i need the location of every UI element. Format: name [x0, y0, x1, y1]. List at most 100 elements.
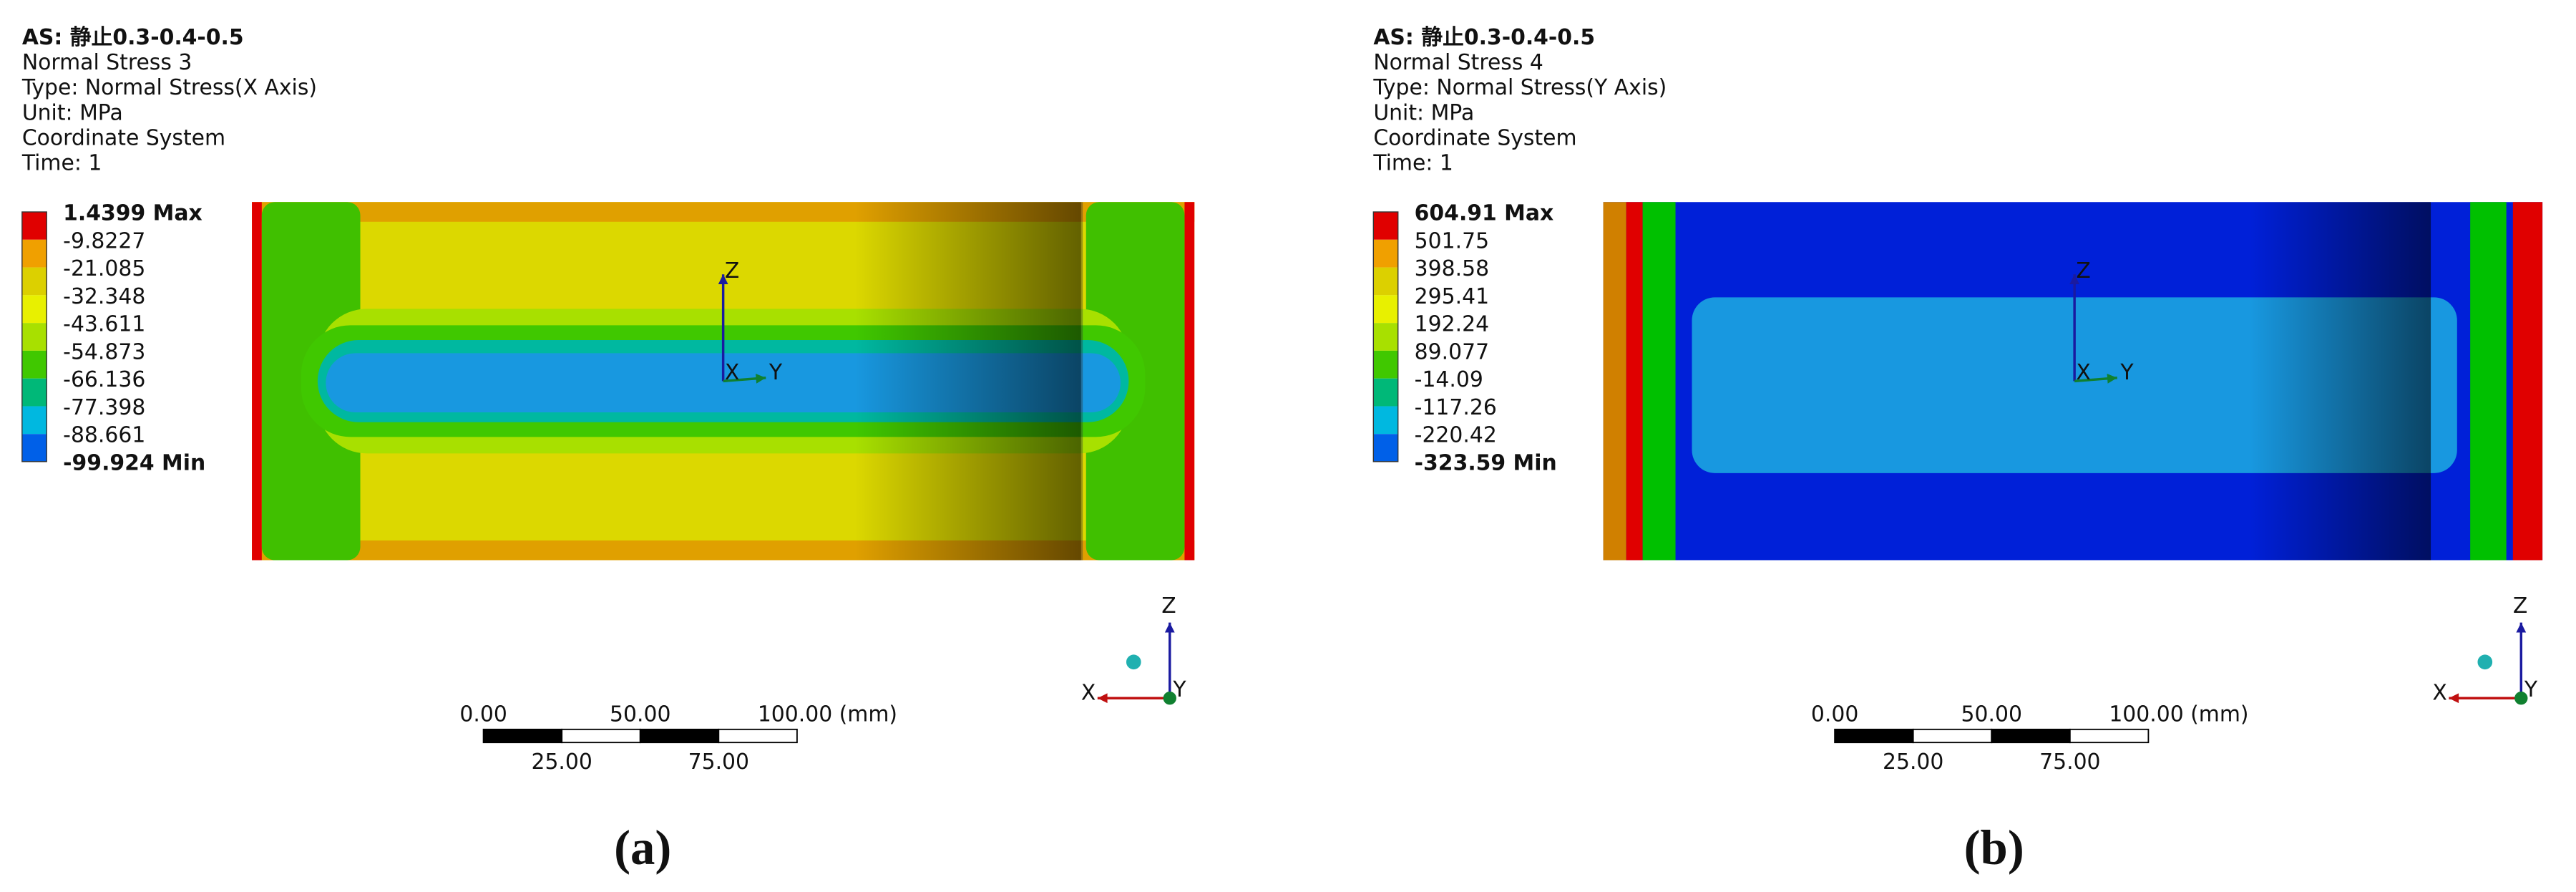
triad-label: Z	[2076, 258, 2090, 283]
triad-label: Z	[725, 258, 739, 283]
legend-label: -117.26	[1415, 395, 1497, 420]
contour-band	[2470, 202, 2507, 561]
contour-band	[2512, 202, 2543, 561]
contour-band	[1642, 202, 1676, 561]
contour-band	[1603, 202, 1626, 561]
header-line: Normal Stress 4	[1373, 50, 1543, 75]
triad-sphere	[2477, 654, 2493, 670]
contour-band	[1626, 202, 1643, 561]
header-line: Type: Normal Stress(X Axis)	[21, 75, 317, 100]
scale-label: 0.00	[459, 702, 507, 727]
scale-segment	[2069, 728, 2150, 744]
header-line: Unit: MPa	[22, 100, 123, 125]
legend-swatch	[21, 434, 47, 462]
scale-segment	[1991, 728, 2071, 744]
header-line: Time: 1	[1372, 150, 1453, 175]
legend-label: -88.661	[63, 423, 145, 448]
legend-swatch	[21, 323, 47, 351]
legend-label: 1.4399 Max	[63, 200, 203, 226]
legend-swatch	[1373, 323, 1398, 351]
legend-label: 398.58	[1415, 256, 1489, 281]
legend-label: -66.136	[63, 367, 145, 392]
legend-label: -21.085	[63, 256, 145, 281]
shade	[854, 202, 1081, 561]
arrow-head	[1164, 622, 1175, 633]
scale-label: 25.00	[1883, 750, 1943, 775]
legend-label: -54.873	[63, 339, 145, 364]
scale-label: 25.00	[531, 750, 592, 775]
legend-label: -99.924 Min	[63, 451, 205, 476]
legend-label: 89.077	[1415, 339, 1489, 364]
legend-swatch	[1373, 434, 1398, 462]
scale-label: 100.00 (mm)	[2109, 702, 2248, 727]
legend-swatch	[1373, 350, 1398, 379]
legend-swatch	[21, 295, 47, 324]
triad-label: X	[2076, 360, 2090, 385]
contour-band	[1184, 202, 1195, 561]
legend-label: -32.348	[63, 284, 145, 309]
legend-swatch	[21, 239, 47, 268]
triad-label: Y	[2119, 360, 2134, 385]
header-line: Coordinate System	[22, 125, 225, 150]
triad-origin	[2514, 692, 2528, 705]
arrow-head	[1097, 693, 1108, 704]
triad-label: X	[725, 360, 739, 385]
arrow-head	[2449, 693, 2459, 704]
legend-label: 192.24	[1415, 312, 1489, 337]
triad-label: X	[1081, 681, 1096, 706]
legend-swatch	[1373, 212, 1398, 240]
scale-segment	[639, 728, 720, 744]
scale-label: 0.00	[1811, 702, 1858, 727]
triad-label: X	[2432, 681, 2446, 706]
scale-label: 100.00 (mm)	[758, 702, 897, 727]
scale-segment	[718, 728, 798, 744]
scale-segment	[561, 728, 641, 744]
triad-label: Z	[1161, 593, 1176, 619]
scale-segment	[482, 728, 563, 744]
legend-swatch	[1373, 295, 1398, 324]
scale-segment	[1834, 728, 1914, 744]
legend-label: -43.611	[63, 312, 145, 337]
contour-band	[252, 202, 262, 561]
legend-label: 295.41	[1415, 284, 1489, 309]
legend-label: 604.91 Max	[1415, 200, 1554, 226]
triad-label: Z	[2513, 593, 2527, 619]
legend-swatch	[1373, 406, 1398, 435]
legend-label: -14.09	[1415, 367, 1483, 392]
shade	[1080, 202, 1083, 561]
header-line: Type: Normal Stress(Y Axis)	[1372, 75, 1667, 100]
legend-label: 501.75	[1415, 228, 1489, 253]
shade	[2250, 202, 2431, 561]
arrow-head	[2107, 373, 2117, 384]
panel-label: (b)	[1964, 820, 2024, 875]
legend-swatch	[21, 267, 47, 296]
scale-label: 75.00	[2039, 750, 2100, 775]
header-line: Coordinate System	[1373, 125, 1576, 150]
header-line: Normal Stress 3	[22, 50, 192, 75]
header-title: AS: 静止0.3-0.4-0.5	[1373, 25, 1595, 50]
arrow-head	[2069, 274, 2080, 284]
legend-swatch	[21, 406, 47, 435]
legend-swatch	[21, 212, 47, 240]
header-title: AS: 静止0.3-0.4-0.5	[22, 25, 244, 50]
triad-label: Y	[1172, 677, 1186, 702]
legend-label: -9.8227	[63, 228, 145, 253]
scale-label: 50.00	[1961, 702, 2022, 727]
header-line: Unit: MPa	[1373, 100, 1474, 125]
header-line: Time: 1	[21, 150, 102, 175]
scale-label: 50.00	[610, 702, 670, 727]
triad-label: Y	[769, 360, 783, 385]
arrow-head	[718, 274, 728, 284]
arrow-head	[2516, 622, 2527, 633]
triad-origin	[1163, 692, 1176, 705]
panel-label: (a)	[614, 820, 671, 875]
legend-swatch	[1373, 378, 1398, 407]
scale-segment	[1912, 728, 1993, 744]
scale-label: 75.00	[688, 750, 749, 775]
legend-swatch	[21, 378, 47, 407]
legend-label: -323.59 Min	[1415, 451, 1557, 476]
legend-label: -220.42	[1415, 423, 1497, 448]
triad-sphere	[1126, 654, 1141, 670]
